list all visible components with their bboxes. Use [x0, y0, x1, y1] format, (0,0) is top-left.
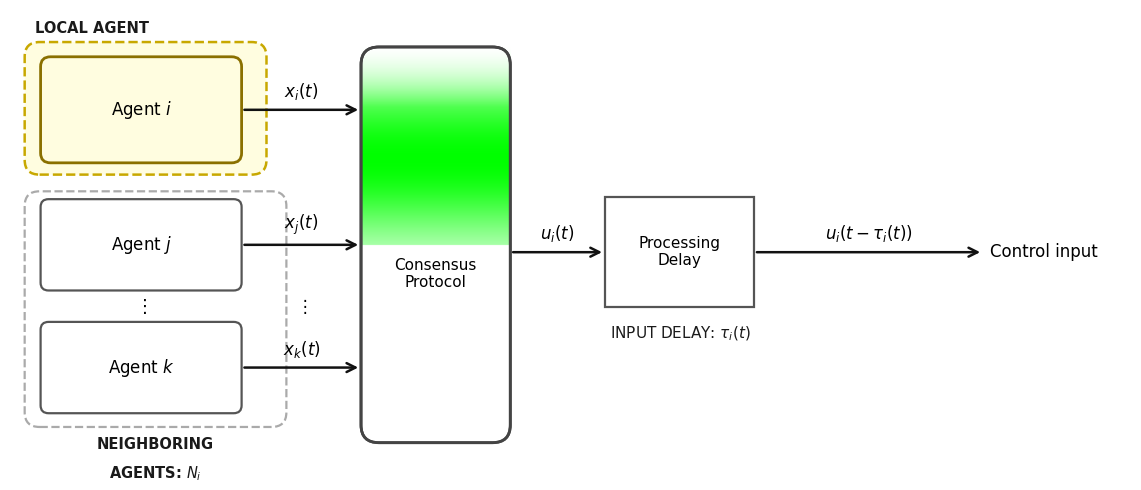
Text: $x_k(t)$: $x_k(t)$: [283, 339, 321, 360]
Text: INPUT DELAY: $\tau_i(t)$: INPUT DELAY: $\tau_i(t)$: [609, 325, 751, 343]
Bar: [605, 197, 754, 307]
Text: $x_j(t)$: $x_j(t)$: [284, 213, 318, 237]
Text: $x_i(t)$: $x_i(t)$: [284, 81, 318, 102]
Text: Agent $j$: Agent $j$: [111, 234, 171, 256]
Text: LOCAL AGENT: LOCAL AGENT: [34, 21, 148, 36]
FancyBboxPatch shape: [41, 322, 242, 413]
Text: Agent $k$: Agent $k$: [107, 357, 175, 379]
FancyBboxPatch shape: [361, 47, 510, 442]
Text: AGENTS: $N_i$: AGENTS: $N_i$: [110, 465, 202, 483]
Text: NEIGHBORING: NEIGHBORING: [97, 437, 215, 452]
FancyBboxPatch shape: [25, 191, 286, 427]
Text: $\vdots$: $\vdots$: [296, 296, 307, 316]
Text: Processing
Delay: Processing Delay: [639, 236, 720, 269]
Text: Control input: Control input: [990, 243, 1098, 261]
FancyBboxPatch shape: [25, 42, 267, 174]
Text: $u_i(t)$: $u_i(t)$: [541, 223, 575, 245]
FancyBboxPatch shape: [41, 199, 242, 291]
Text: Agent $i$: Agent $i$: [111, 99, 171, 121]
Text: $\vdots$: $\vdots$: [135, 296, 147, 316]
FancyBboxPatch shape: [41, 57, 242, 163]
Text: $u_i(t - \tau_i(t))$: $u_i(t - \tau_i(t))$: [825, 223, 913, 245]
Text: Consensus
Protocol: Consensus Protocol: [395, 258, 477, 291]
